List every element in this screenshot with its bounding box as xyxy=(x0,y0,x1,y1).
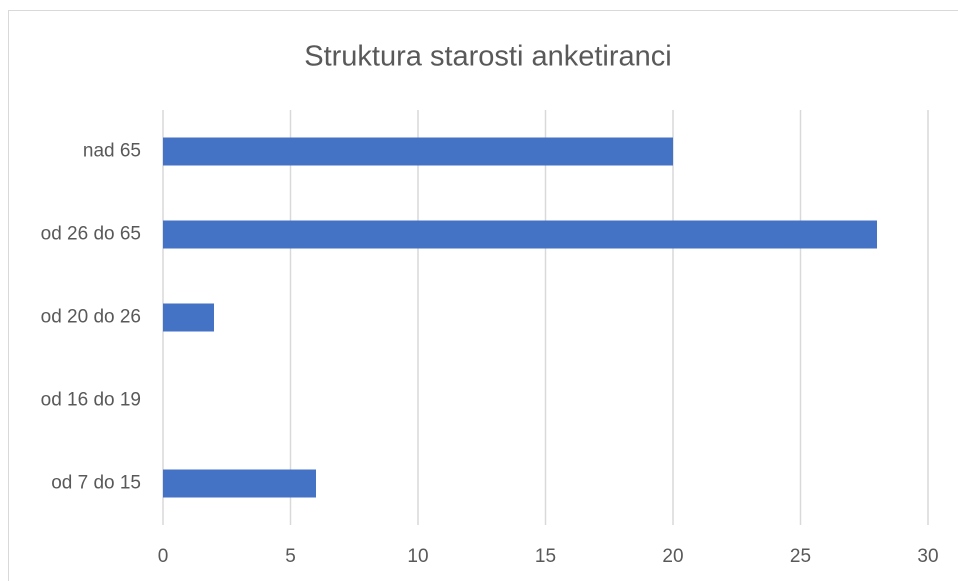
bar xyxy=(163,220,877,249)
y-tick-label: od 20 do 26 xyxy=(41,307,141,328)
bar xyxy=(163,303,214,332)
chart-title: Struktura starosti anketiranci xyxy=(304,41,671,73)
chart-frame xyxy=(8,10,958,581)
x-tick-label: 15 xyxy=(535,546,556,567)
y-tick-label: od 7 do 15 xyxy=(51,473,141,494)
x-tick-label: 0 xyxy=(158,546,169,567)
x-tick-label: 20 xyxy=(662,546,683,567)
bar xyxy=(163,137,673,166)
x-tick-label: 5 xyxy=(285,546,296,567)
y-tick-label: od 16 do 19 xyxy=(41,390,141,411)
y-tick-label: od 26 do 65 xyxy=(41,224,141,245)
bar xyxy=(163,469,316,498)
x-tick-label: 25 xyxy=(790,546,811,567)
x-tick-label: 30 xyxy=(917,546,938,567)
x-tick-label: 10 xyxy=(407,546,428,567)
y-tick-label: nad 65 xyxy=(83,141,141,162)
